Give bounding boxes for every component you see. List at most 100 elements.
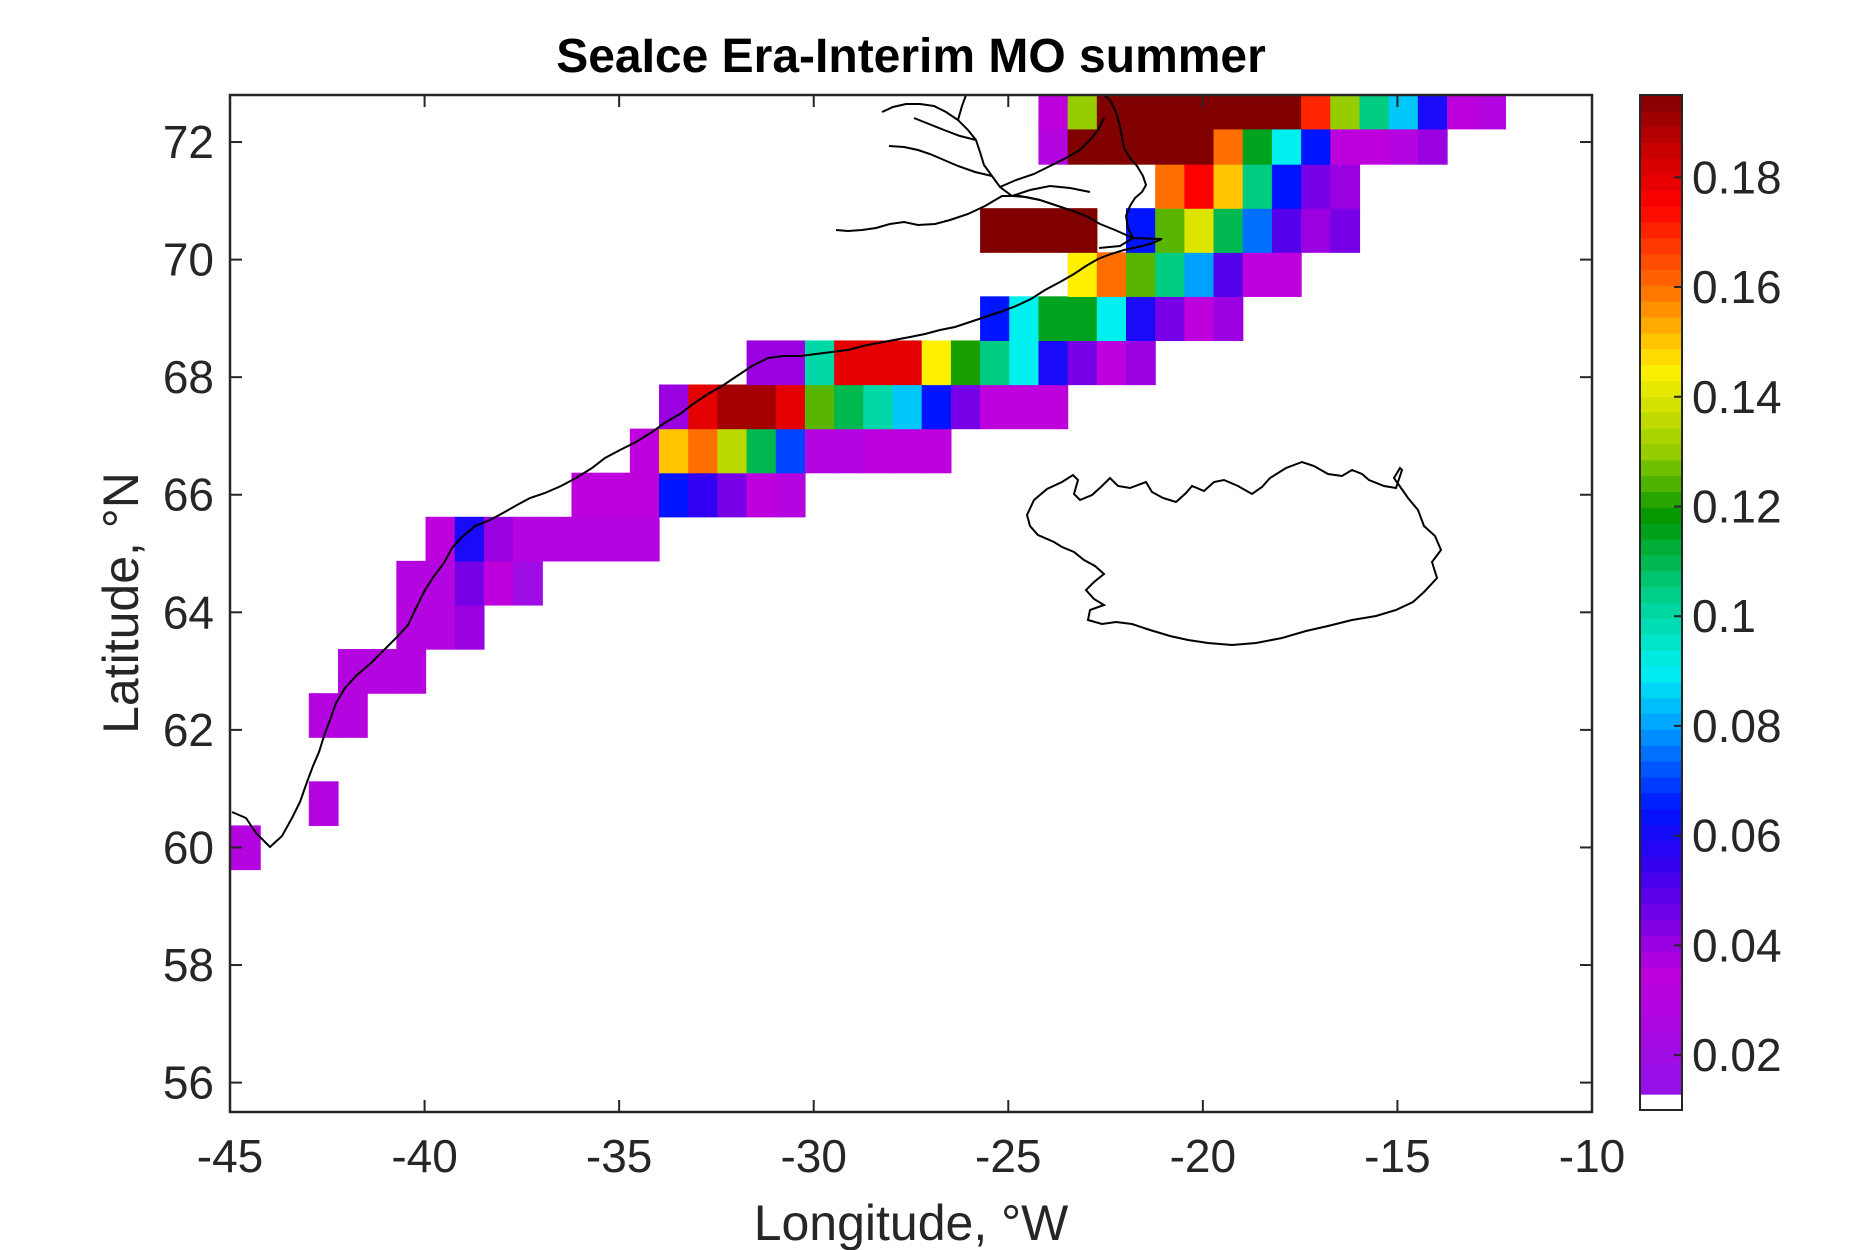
heatmap-cell <box>1009 384 1040 430</box>
heatmap-cell <box>1271 95 1302 130</box>
heatmap-cell <box>1271 252 1302 297</box>
fjord-coastline <box>835 95 1105 233</box>
heatmap-cell <box>921 384 952 430</box>
colorbar-segment <box>1640 1094 1682 1111</box>
heatmap-cell <box>746 428 777 474</box>
heatmap-cell <box>1126 340 1156 386</box>
colorbar-segment <box>1640 396 1682 413</box>
colorbar-segment <box>1640 681 1682 699</box>
heatmap-cell <box>863 340 894 386</box>
heatmap-cell <box>1009 208 1040 253</box>
colorbar-segment <box>1640 158 1682 175</box>
heatmap-cell <box>892 428 923 474</box>
colorbar-segment <box>1640 887 1682 905</box>
heatmap-cell <box>483 560 514 606</box>
x-tick-label: -20 <box>1170 1130 1236 1182</box>
colorbar-segment <box>1640 792 1682 810</box>
heatmap-cell <box>717 472 748 518</box>
colorbar-segment <box>1640 967 1682 984</box>
y-tick-label: 60 <box>163 821 214 873</box>
colorbar-segment <box>1640 1078 1682 1095</box>
x-tick-label: -35 <box>586 1130 652 1182</box>
colorbar-segment <box>1640 872 1682 889</box>
colorbar-tick-label: 0.1 <box>1692 590 1756 642</box>
y-tick-label: 64 <box>163 586 214 638</box>
heatmap-cell <box>1096 252 1127 297</box>
colorbar-segment <box>1640 95 1682 112</box>
colorbar-segment <box>1640 237 1682 255</box>
heatmap-cell <box>921 428 952 474</box>
colorbar-tick-label: 0.16 <box>1692 261 1782 313</box>
heatmap-cell <box>1301 208 1331 253</box>
heatmap-cell <box>1126 95 1156 130</box>
colorbar-segment <box>1640 808 1682 826</box>
heatmap-cell <box>980 340 1010 386</box>
heatmap-cell <box>804 428 835 474</box>
colorbar-segment <box>1640 761 1682 778</box>
heatmap-cell <box>717 428 748 474</box>
colorbar-segment <box>1640 998 1682 1016</box>
heatmap-cell <box>1184 252 1215 297</box>
heatmap-cell <box>1038 296 1069 342</box>
heatmap-cell <box>1242 208 1273 253</box>
colorbar-segment <box>1640 285 1682 302</box>
greenland-coastline <box>231 95 1163 849</box>
heatmap-cell <box>1038 95 1069 130</box>
heatmap-cell <box>659 472 689 518</box>
heatmap-cell <box>892 384 923 430</box>
colorbar-segment <box>1640 491 1682 508</box>
colorbar-segment <box>1640 903 1682 921</box>
heatmap-cell <box>1330 164 1361 209</box>
colorbar-segment <box>1640 824 1682 841</box>
x-tick-label: -40 <box>391 1130 457 1182</box>
heatmap-cell <box>921 340 952 386</box>
heatmap-cell <box>1038 340 1069 386</box>
heatmap-cell <box>1038 384 1069 430</box>
heatmap-cell <box>1447 95 1477 130</box>
heatmap-cell <box>1126 252 1156 297</box>
heatmap-cell <box>1184 208 1215 253</box>
colorbar-segment <box>1640 126 1682 144</box>
heatmap-cell <box>571 516 602 562</box>
heatmap-cell <box>863 428 894 474</box>
colorbar-tick-label: 0.12 <box>1692 480 1782 532</box>
x-tick-label: -30 <box>780 1130 846 1182</box>
heatmap-cell <box>980 384 1010 430</box>
y-tick-label: 68 <box>163 351 214 403</box>
heatmap-cell <box>1271 208 1302 253</box>
colorbar-segment <box>1640 206 1682 223</box>
heatmap-cell <box>425 516 456 562</box>
heatmap-cell <box>1242 95 1273 130</box>
y-tick-label: 62 <box>163 704 214 756</box>
y-tick-label: 72 <box>163 116 214 168</box>
heatmap-cell <box>688 472 719 518</box>
heatmap-cell <box>542 516 573 562</box>
heatmap-cell <box>1213 95 1244 130</box>
heatmap-cell <box>1301 164 1331 209</box>
colorbar-segment <box>1640 713 1682 730</box>
heatmap-cell <box>571 472 602 518</box>
colorbar-segment <box>1640 523 1682 540</box>
colorbar-segment <box>1640 301 1682 318</box>
heatmap-cell <box>1184 296 1215 342</box>
heatmap-cell <box>1096 340 1127 386</box>
heatmap-cell <box>1242 252 1273 297</box>
heatmap-cell <box>775 428 806 474</box>
heatmap-cell <box>1330 208 1361 253</box>
heatmap-cell <box>1330 95 1361 130</box>
heatmap-cell <box>1476 95 1507 130</box>
colorbar-segment <box>1640 1062 1682 1079</box>
heatmap-cell <box>1038 208 1069 253</box>
y-tick-label: 58 <box>163 939 214 991</box>
colorbar-frame <box>1639 94 1683 1111</box>
heatmap-cell <box>1271 164 1302 209</box>
heatmap-cell <box>1009 340 1040 386</box>
colorbar-segment <box>1640 475 1682 492</box>
colorbar-segment <box>1640 919 1682 937</box>
coastline-map <box>231 95 1443 849</box>
colorbar-segment <box>1640 935 1682 952</box>
x-tick-label: -15 <box>1364 1130 1430 1182</box>
heatmap-cell <box>1155 208 1185 253</box>
colorbar-segment <box>1640 221 1682 239</box>
